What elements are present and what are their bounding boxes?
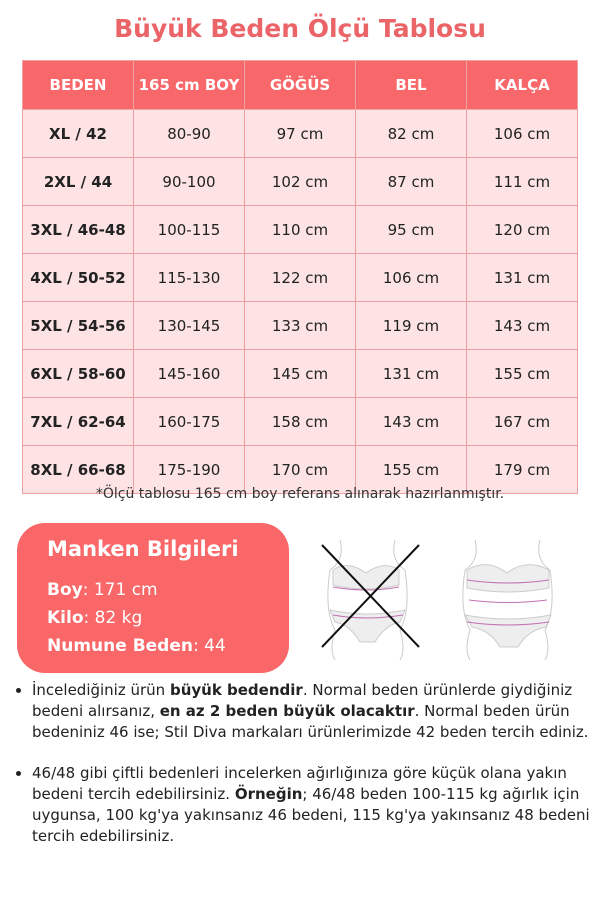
- measurement-cell: 143 cm: [355, 397, 467, 446]
- table-note: *Ölçü tablosu 165 cm boy referans alınar…: [95, 486, 505, 502]
- header-cell: 165 cm BOY: [133, 60, 245, 110]
- size-cell: 3XL / 46-48: [22, 205, 134, 254]
- measurement-cell: 158 cm: [244, 397, 356, 446]
- measurement-cell: 122 cm: [244, 253, 356, 302]
- model-height: Boy: 171 cm: [47, 580, 158, 600]
- measurement-cell: 120 cm: [466, 205, 578, 254]
- measurement-cell: 143 cm: [466, 301, 578, 350]
- measurement-cell: 179 cm: [466, 445, 578, 494]
- info-bullet: 46/48 gibi çiftli bedenleri incelerken a…: [32, 763, 600, 847]
- measurement-cell: 100-115: [133, 205, 245, 254]
- size-cell: 5XL / 54-56: [22, 301, 134, 350]
- measurement-cell: 80-90: [133, 109, 245, 158]
- table-row: 5XL / 54-56 130-145 133 cm 119 cm 143 cm: [22, 301, 578, 350]
- measurement-cell: 145 cm: [244, 349, 356, 398]
- header-cell: BEDEN: [22, 60, 134, 110]
- header-cell: GÖĞÜS: [244, 60, 356, 110]
- measurement-cell: 90-100: [133, 157, 245, 206]
- size-cell: 6XL / 58-60: [22, 349, 134, 398]
- measurement-cell: 170 cm: [244, 445, 356, 494]
- model-weight: Kilo: 82 kg: [47, 608, 143, 628]
- header-cell: KALÇA: [466, 60, 578, 110]
- measurement-cell: 87 cm: [355, 157, 467, 206]
- measurement-cell: 97 cm: [244, 109, 356, 158]
- measurement-cell: 106 cm: [466, 109, 578, 158]
- size-cell: 2XL / 44: [22, 157, 134, 206]
- measurement-cell: 111 cm: [466, 157, 578, 206]
- measurement-cell: 155 cm: [355, 445, 467, 494]
- measurement-cell: 130-145: [133, 301, 245, 350]
- info-list: İncelediğiniz ürün büyük bedendir. Norma…: [14, 680, 600, 867]
- size-cell: 8XL / 66-68: [22, 445, 134, 494]
- table-row: 8XL / 66-68 175-190 170 cm 155 cm 179 cm: [22, 445, 578, 494]
- size-cell: 7XL / 62-64: [22, 397, 134, 446]
- measurement-cell: 145-160: [133, 349, 245, 398]
- measurement-cell: 102 cm: [244, 157, 356, 206]
- table-row: 7XL / 62-64 160-175 158 cm 143 cm 167 cm: [22, 397, 578, 446]
- measurement-cell: 160-175: [133, 397, 245, 446]
- header-cell: BEL: [355, 60, 467, 110]
- wrong-measurement-figure: [321, 539, 420, 660]
- model-info-title: Manken Bilgileri: [47, 537, 239, 561]
- table-row: 4XL / 50-52 115-130 122 cm 106 cm 131 cm: [22, 253, 578, 302]
- table-row: 2XL / 44 90-100 102 cm 87 cm 111 cm: [22, 157, 578, 206]
- measurement-cell: 131 cm: [355, 349, 467, 398]
- measurement-cell: 106 cm: [355, 253, 467, 302]
- size-cell: XL / 42: [22, 109, 134, 158]
- size-cell: 4XL / 50-52: [22, 253, 134, 302]
- measurement-cell: 95 cm: [355, 205, 467, 254]
- measurement-figures: [321, 539, 553, 660]
- model-info-card: Manken Bilgileri Boy: 171 cm Kilo: 82 kg…: [17, 523, 289, 673]
- page-title: Büyük Beden Ölçü Tablosu: [114, 14, 486, 43]
- measurement-cell: 133 cm: [244, 301, 356, 350]
- table-row: 6XL / 58-60 145-160 145 cm 131 cm 155 cm: [22, 349, 578, 398]
- measurement-cell: 110 cm: [244, 205, 356, 254]
- table-header: BEDEN 165 cm BOY GÖĞÜS BEL KALÇA: [22, 60, 578, 110]
- size-table: BEDEN 165 cm BOY GÖĞÜS BEL KALÇA XL / 42…: [22, 60, 578, 494]
- measurement-cell: 82 cm: [355, 109, 467, 158]
- measurement-cell: 167 cm: [466, 397, 578, 446]
- measurement-cell: 119 cm: [355, 301, 467, 350]
- measurement-cell: 115-130: [133, 253, 245, 302]
- correct-measurement-figure: [462, 539, 553, 660]
- table-row: XL / 42 80-90 97 cm 82 cm 106 cm: [22, 109, 578, 158]
- info-bullet: İncelediğiniz ürün büyük bedendir. Norma…: [32, 680, 600, 743]
- measurement-cell: 155 cm: [466, 349, 578, 398]
- table-row: 3XL / 46-48 100-115 110 cm 95 cm 120 cm: [22, 205, 578, 254]
- measurement-cell: 131 cm: [466, 253, 578, 302]
- model-size: Numune Beden: 44: [47, 636, 226, 656]
